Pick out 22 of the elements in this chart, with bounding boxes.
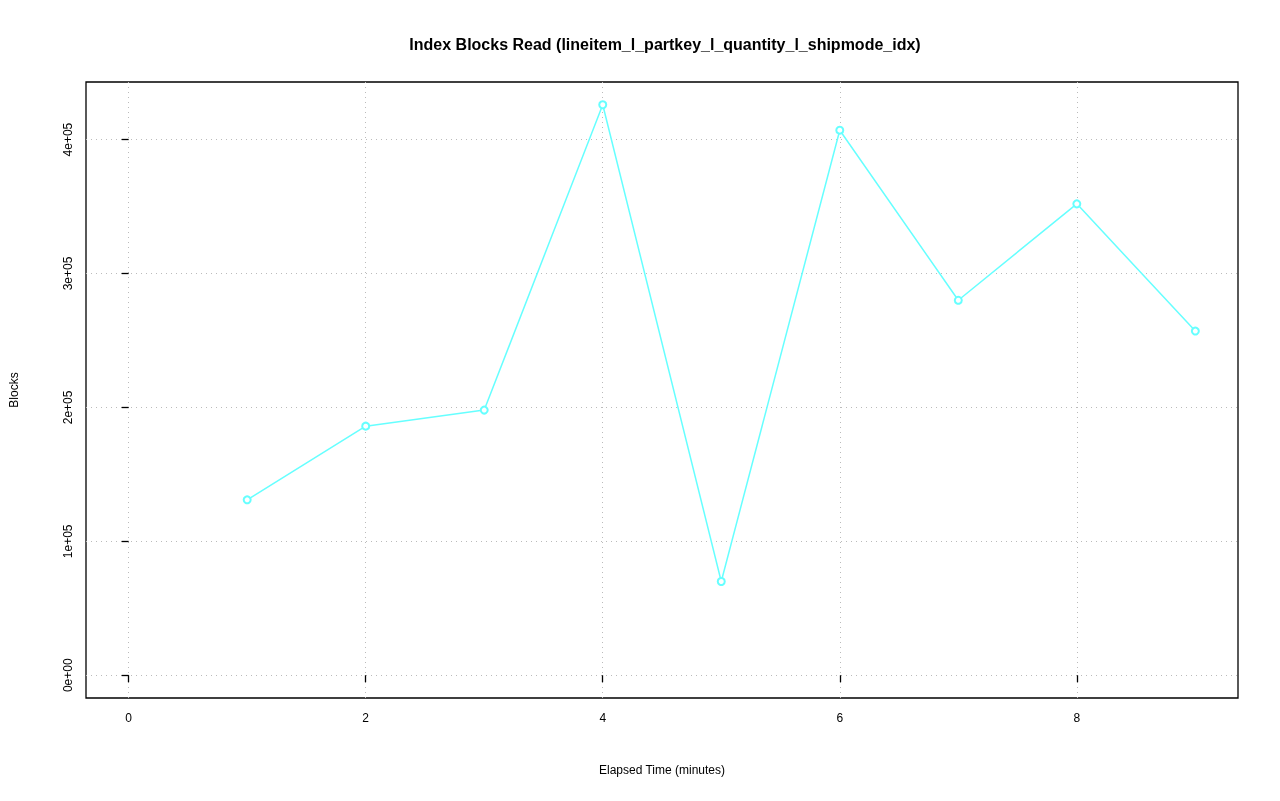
x-tick-label: 4 bbox=[599, 711, 607, 725]
point bbox=[1190, 326, 1200, 336]
point bbox=[598, 100, 608, 110]
point bbox=[953, 295, 963, 305]
point bbox=[716, 577, 726, 586]
chart-title: Index Blocks Read (lineitem_l_partkey_l_quantity_l_shipmode_idx) bbox=[409, 35, 921, 53]
point bbox=[835, 125, 845, 135]
x-axis-title: Elapsed Time (minutes) bbox=[598, 763, 726, 777]
point bbox=[242, 495, 252, 505]
y-axis-title: Blocks bbox=[7, 372, 21, 408]
x-tick-label: 8 bbox=[1073, 711, 1081, 725]
y-tick-label: 3e+05 bbox=[61, 256, 75, 291]
point bbox=[479, 405, 489, 415]
y-tick-label: 2e+05 bbox=[61, 390, 75, 425]
y-tick-label: 0e+00 bbox=[61, 658, 75, 693]
point bbox=[361, 421, 371, 431]
x-tick-label: 0 bbox=[125, 711, 133, 725]
y-tick-label: 4e+05 bbox=[61, 122, 75, 157]
y-tick-label: 1e+05 bbox=[61, 524, 75, 559]
x-tick-label: 6 bbox=[836, 711, 844, 725]
x-tick-label: 2 bbox=[362, 711, 370, 725]
point bbox=[1072, 199, 1082, 209]
